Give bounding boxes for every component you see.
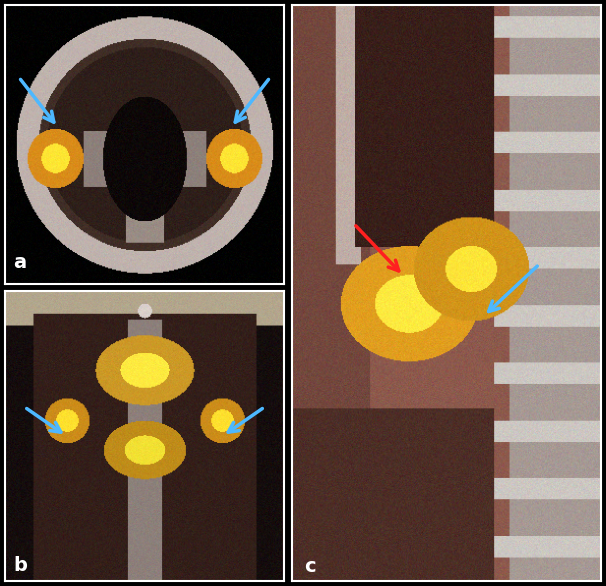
Text: a: a: [13, 254, 26, 272]
Text: b: b: [13, 557, 27, 575]
Text: c: c: [304, 557, 316, 575]
